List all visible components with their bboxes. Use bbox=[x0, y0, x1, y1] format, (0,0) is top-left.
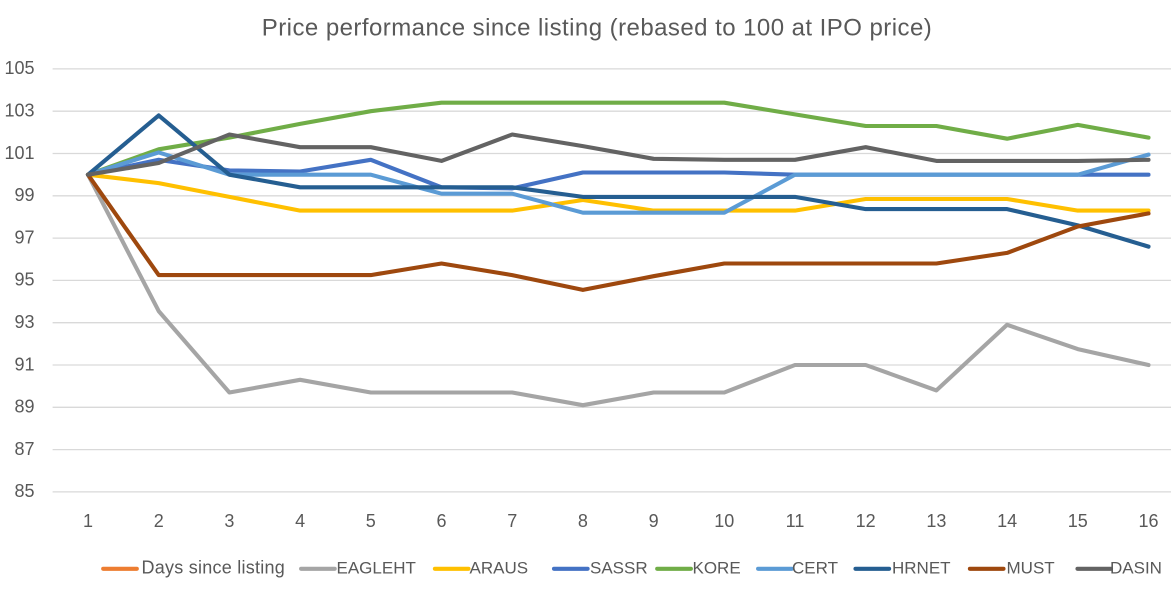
svg-text:103: 103 bbox=[4, 101, 34, 121]
svg-text:8: 8 bbox=[578, 511, 588, 531]
svg-text:ARAUS: ARAUS bbox=[470, 559, 529, 578]
svg-text:85: 85 bbox=[14, 481, 34, 501]
svg-text:101: 101 bbox=[4, 143, 34, 163]
svg-text:87: 87 bbox=[14, 439, 34, 459]
svg-text:CERT: CERT bbox=[792, 559, 838, 578]
svg-text:EAGLEHT: EAGLEHT bbox=[337, 559, 416, 578]
svg-text:5: 5 bbox=[366, 511, 376, 531]
svg-text:13: 13 bbox=[926, 511, 946, 531]
svg-text:4: 4 bbox=[295, 511, 305, 531]
svg-text:1: 1 bbox=[83, 511, 93, 531]
svg-text:93: 93 bbox=[14, 312, 34, 332]
svg-text:Days since listing: Days since listing bbox=[142, 558, 286, 578]
svg-text:12: 12 bbox=[856, 511, 876, 531]
svg-text:3: 3 bbox=[224, 511, 234, 531]
svg-text:HRNET: HRNET bbox=[892, 559, 951, 578]
svg-text:97: 97 bbox=[14, 227, 34, 247]
svg-text:15: 15 bbox=[1068, 511, 1088, 531]
svg-text:105: 105 bbox=[4, 58, 34, 78]
svg-text:DASIN: DASIN bbox=[1110, 559, 1162, 578]
svg-text:10: 10 bbox=[714, 511, 734, 531]
svg-text:89: 89 bbox=[14, 397, 34, 417]
svg-text:16: 16 bbox=[1138, 511, 1158, 531]
svg-text:95: 95 bbox=[14, 270, 34, 290]
svg-text:9: 9 bbox=[649, 511, 659, 531]
svg-text:6: 6 bbox=[436, 511, 446, 531]
svg-text:2: 2 bbox=[154, 511, 164, 531]
svg-text:KORE: KORE bbox=[693, 559, 741, 578]
svg-text:7: 7 bbox=[507, 511, 517, 531]
svg-text:91: 91 bbox=[14, 354, 34, 374]
svg-text:MUST: MUST bbox=[1007, 559, 1055, 578]
svg-text:SASSR: SASSR bbox=[590, 559, 648, 578]
svg-text:11: 11 bbox=[786, 511, 805, 531]
svg-text:Price performance since listin: Price performance since listing (rebased… bbox=[262, 15, 932, 42]
svg-text:14: 14 bbox=[997, 511, 1017, 531]
svg-text:99: 99 bbox=[14, 185, 34, 205]
